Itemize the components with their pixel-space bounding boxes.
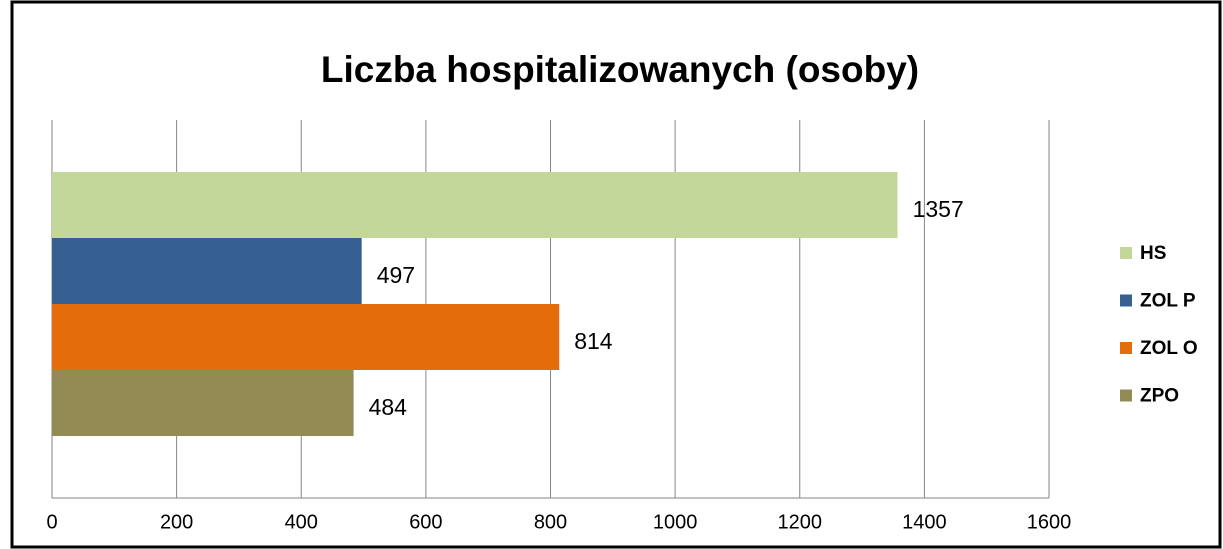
x-tick-label: 200 [160, 511, 193, 533]
x-tick-label: 400 [285, 511, 318, 533]
x-tick-label: 1200 [778, 511, 823, 533]
legend-swatch [1120, 342, 1132, 354]
legend-label: ZPO [1140, 386, 1179, 407]
value-label: 1357 [913, 196, 964, 222]
value-label: 497 [377, 262, 415, 288]
bar [52, 304, 560, 370]
legend-label: ZOL P [1140, 291, 1196, 312]
value-label: 484 [369, 394, 408, 420]
value-label: 814 [574, 328, 613, 354]
bar [52, 370, 354, 436]
legend-swatch [1120, 389, 1132, 402]
x-tick-label: 1400 [902, 511, 947, 533]
chart-title: Liczba hospitalizowanych (osoby) [321, 49, 919, 90]
x-tick-label: 800 [534, 511, 567, 533]
x-tick-label: 1600 [1027, 511, 1072, 533]
legend-swatch [1120, 247, 1132, 259]
legend-label: ZOL O [1140, 338, 1198, 359]
x-tick-label: 1000 [653, 511, 698, 533]
x-tick-label: 600 [409, 511, 442, 533]
legend-label: HS [1140, 243, 1166, 264]
legend-swatch [1120, 294, 1132, 307]
x-tick-label: 0 [46, 511, 57, 533]
bar [52, 238, 362, 304]
bar [52, 172, 898, 238]
